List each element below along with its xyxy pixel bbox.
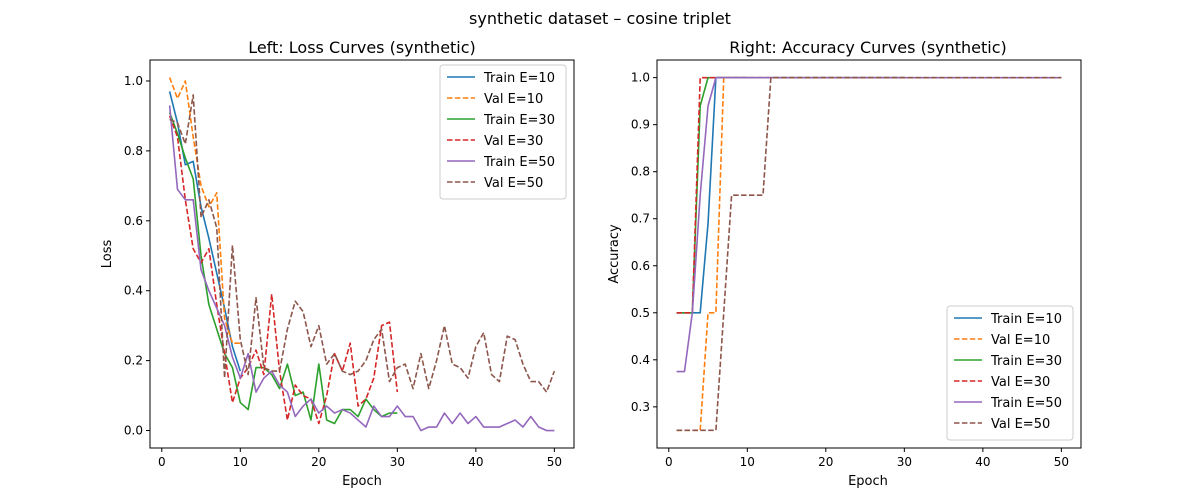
accuracy-legend-label: Train E=10 — [990, 312, 1062, 327]
loss-chart-title: Left: Loss Curves (synthetic) — [248, 38, 476, 57]
accuracy-chart-xlabel: Epoch — [848, 474, 888, 489]
accuracy-series-line-2 — [676, 76, 748, 432]
loss-legend: Train E=10 Val E=10 Train E=30 Val E=30 Trai… — [439, 64, 567, 200]
loss-ytick-label: 0.6 — [124, 214, 143, 228]
loss-legend-label: Train E=10 — [483, 71, 555, 86]
loss-ytick-label: 0.4 — [124, 284, 143, 298]
accuracy-series-line-3 — [676, 76, 905, 314]
accuracy-ytick-label: 0.4 — [631, 353, 650, 367]
loss-xtick-label: 50 — [547, 455, 562, 469]
loss-series-line-1 — [168, 91, 242, 372]
accuracy-ytick-label: 0.3 — [631, 400, 650, 414]
loss-plot-frame — [149, 59, 575, 449]
accuracy-legend: Train E=10 Val E=10 Train E=30 Val E=30 Trai… — [946, 305, 1074, 441]
accuracy-chart-title: Right: Accuracy Curves (synthetic) — [729, 38, 1007, 57]
accuracy-xtick-label: 40 — [975, 455, 990, 469]
accuracy-ytick-label: 1.0 — [631, 71, 650, 85]
accuracy-xtick-label: 20 — [818, 455, 833, 469]
loss-chart-ylabel: Loss — [100, 240, 115, 269]
loss-legend-label: Val E=50 — [484, 176, 543, 191]
accuracy-xtick-label: 0 — [665, 455, 673, 469]
loss-xtick-label: 10 — [233, 455, 248, 469]
loss-legend-label: Val E=30 — [484, 134, 543, 149]
accuracy-ytick-label: 0.6 — [631, 259, 650, 273]
accuracy-legend-label: Train E=30 — [990, 354, 1062, 369]
accuracy-ytick-label: 0.5 — [631, 306, 650, 320]
loss-ytick-label: 1.0 — [124, 74, 143, 88]
loss-ytick-label: 0.0 — [124, 424, 143, 438]
loss-ytick-label: 0.8 — [124, 144, 143, 158]
accuracy-ytick-label: 0.9 — [631, 118, 650, 132]
accuracy-chart-ylabel: Accuracy — [607, 224, 622, 284]
accuracy-legend-label: Val E=50 — [991, 417, 1050, 432]
accuracy-plot-frame — [656, 59, 1082, 449]
loss-legend-label: Train E=30 — [483, 113, 555, 128]
loss-ytick-label: 0.2 — [124, 354, 143, 368]
loss-xtick-label: 0 — [158, 455, 166, 469]
accuracy-ytick-label: 0.8 — [631, 165, 650, 179]
accuracy-xtick-label: 50 — [1054, 455, 1069, 469]
accuracy-legend-label: Val E=30 — [991, 375, 1050, 390]
loss-legend-label: Val E=10 — [484, 92, 543, 107]
loss-chart-xlabel: Epoch — [342, 474, 382, 489]
accuracy-xtick-label: 10 — [740, 455, 755, 469]
loss-series-line-4 — [168, 115, 399, 425]
accuracy-ytick-label: 0.7 — [631, 212, 650, 226]
accuracy-series-line-4 — [676, 76, 905, 314]
loss-chart: Left: Loss Curves (synthetic) Epoch Loss… — [100, 38, 575, 489]
accuracy-xtick-label: 30 — [897, 455, 912, 469]
accuracy-series-line-6 — [676, 76, 1062, 432]
accuracy-legend-label: Val E=10 — [991, 333, 1050, 348]
figure-title: synthetic dataset – cosine triplet — [469, 9, 731, 28]
loss-xtick-label: 40 — [468, 455, 483, 469]
loss-series-line-6 — [169, 94, 556, 393]
loss-series-line-5 — [168, 105, 555, 432]
accuracy-chart: Right: Accuracy Curves (synthetic) Epoch… — [607, 38, 1082, 489]
loss-series-line-2 — [168, 77, 241, 344]
accuracy-legend-label: Train E=50 — [990, 396, 1062, 411]
loss-legend-label: Train E=50 — [483, 155, 555, 170]
loss-xtick-label: 30 — [390, 455, 405, 469]
loss-xtick-label: 20 — [311, 455, 326, 469]
loss-series-line-3 — [168, 112, 398, 425]
